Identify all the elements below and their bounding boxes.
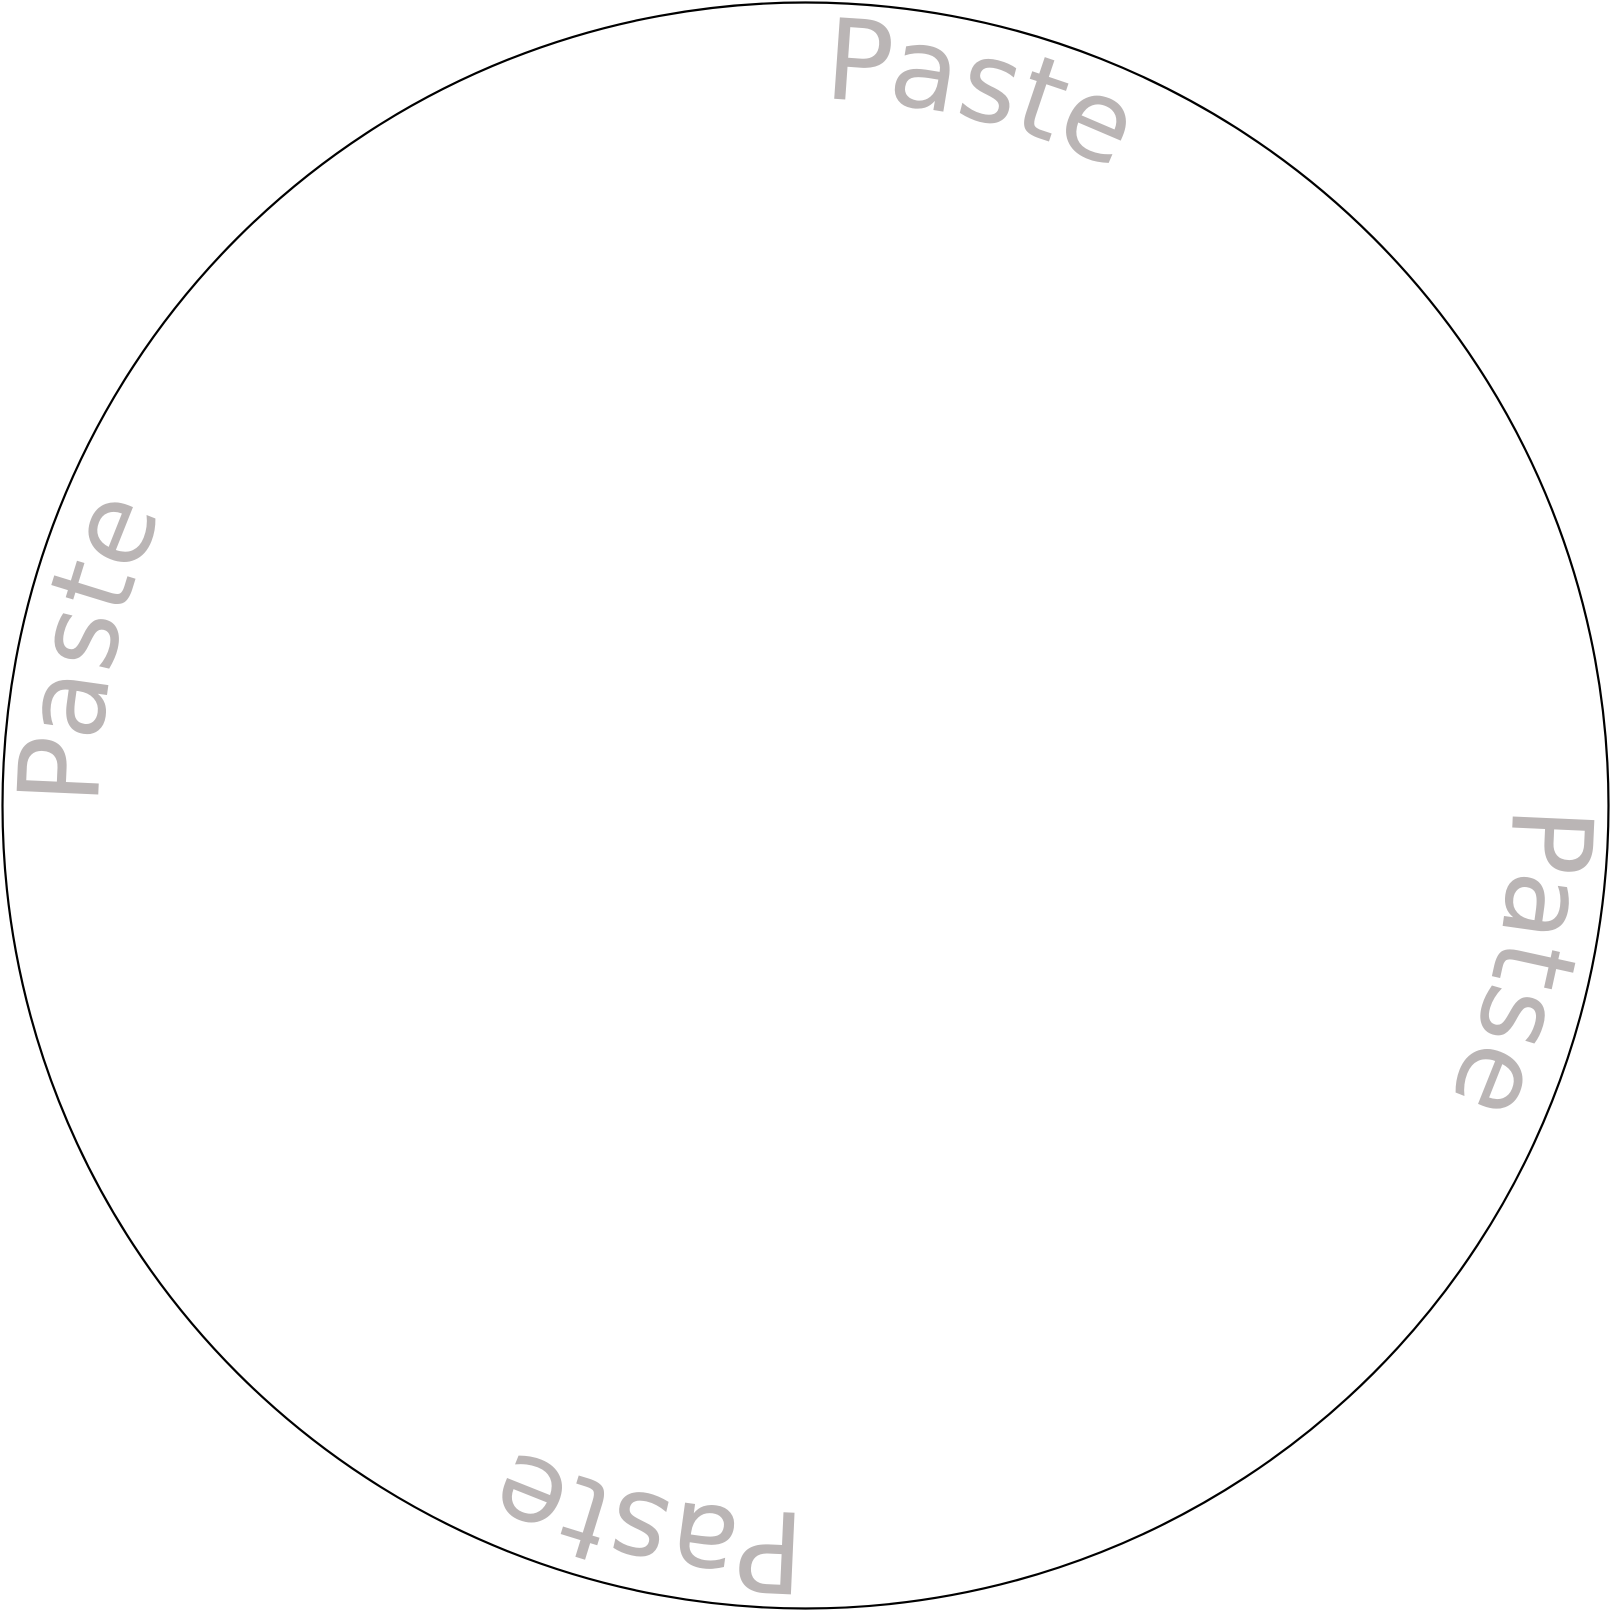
label-top: Paste bbox=[821, 0, 1155, 194]
label-bottom: Paste bbox=[474, 1425, 807, 1611]
label-right: Patse bbox=[1425, 804, 1611, 1137]
label-left: Paste bbox=[0, 474, 186, 807]
